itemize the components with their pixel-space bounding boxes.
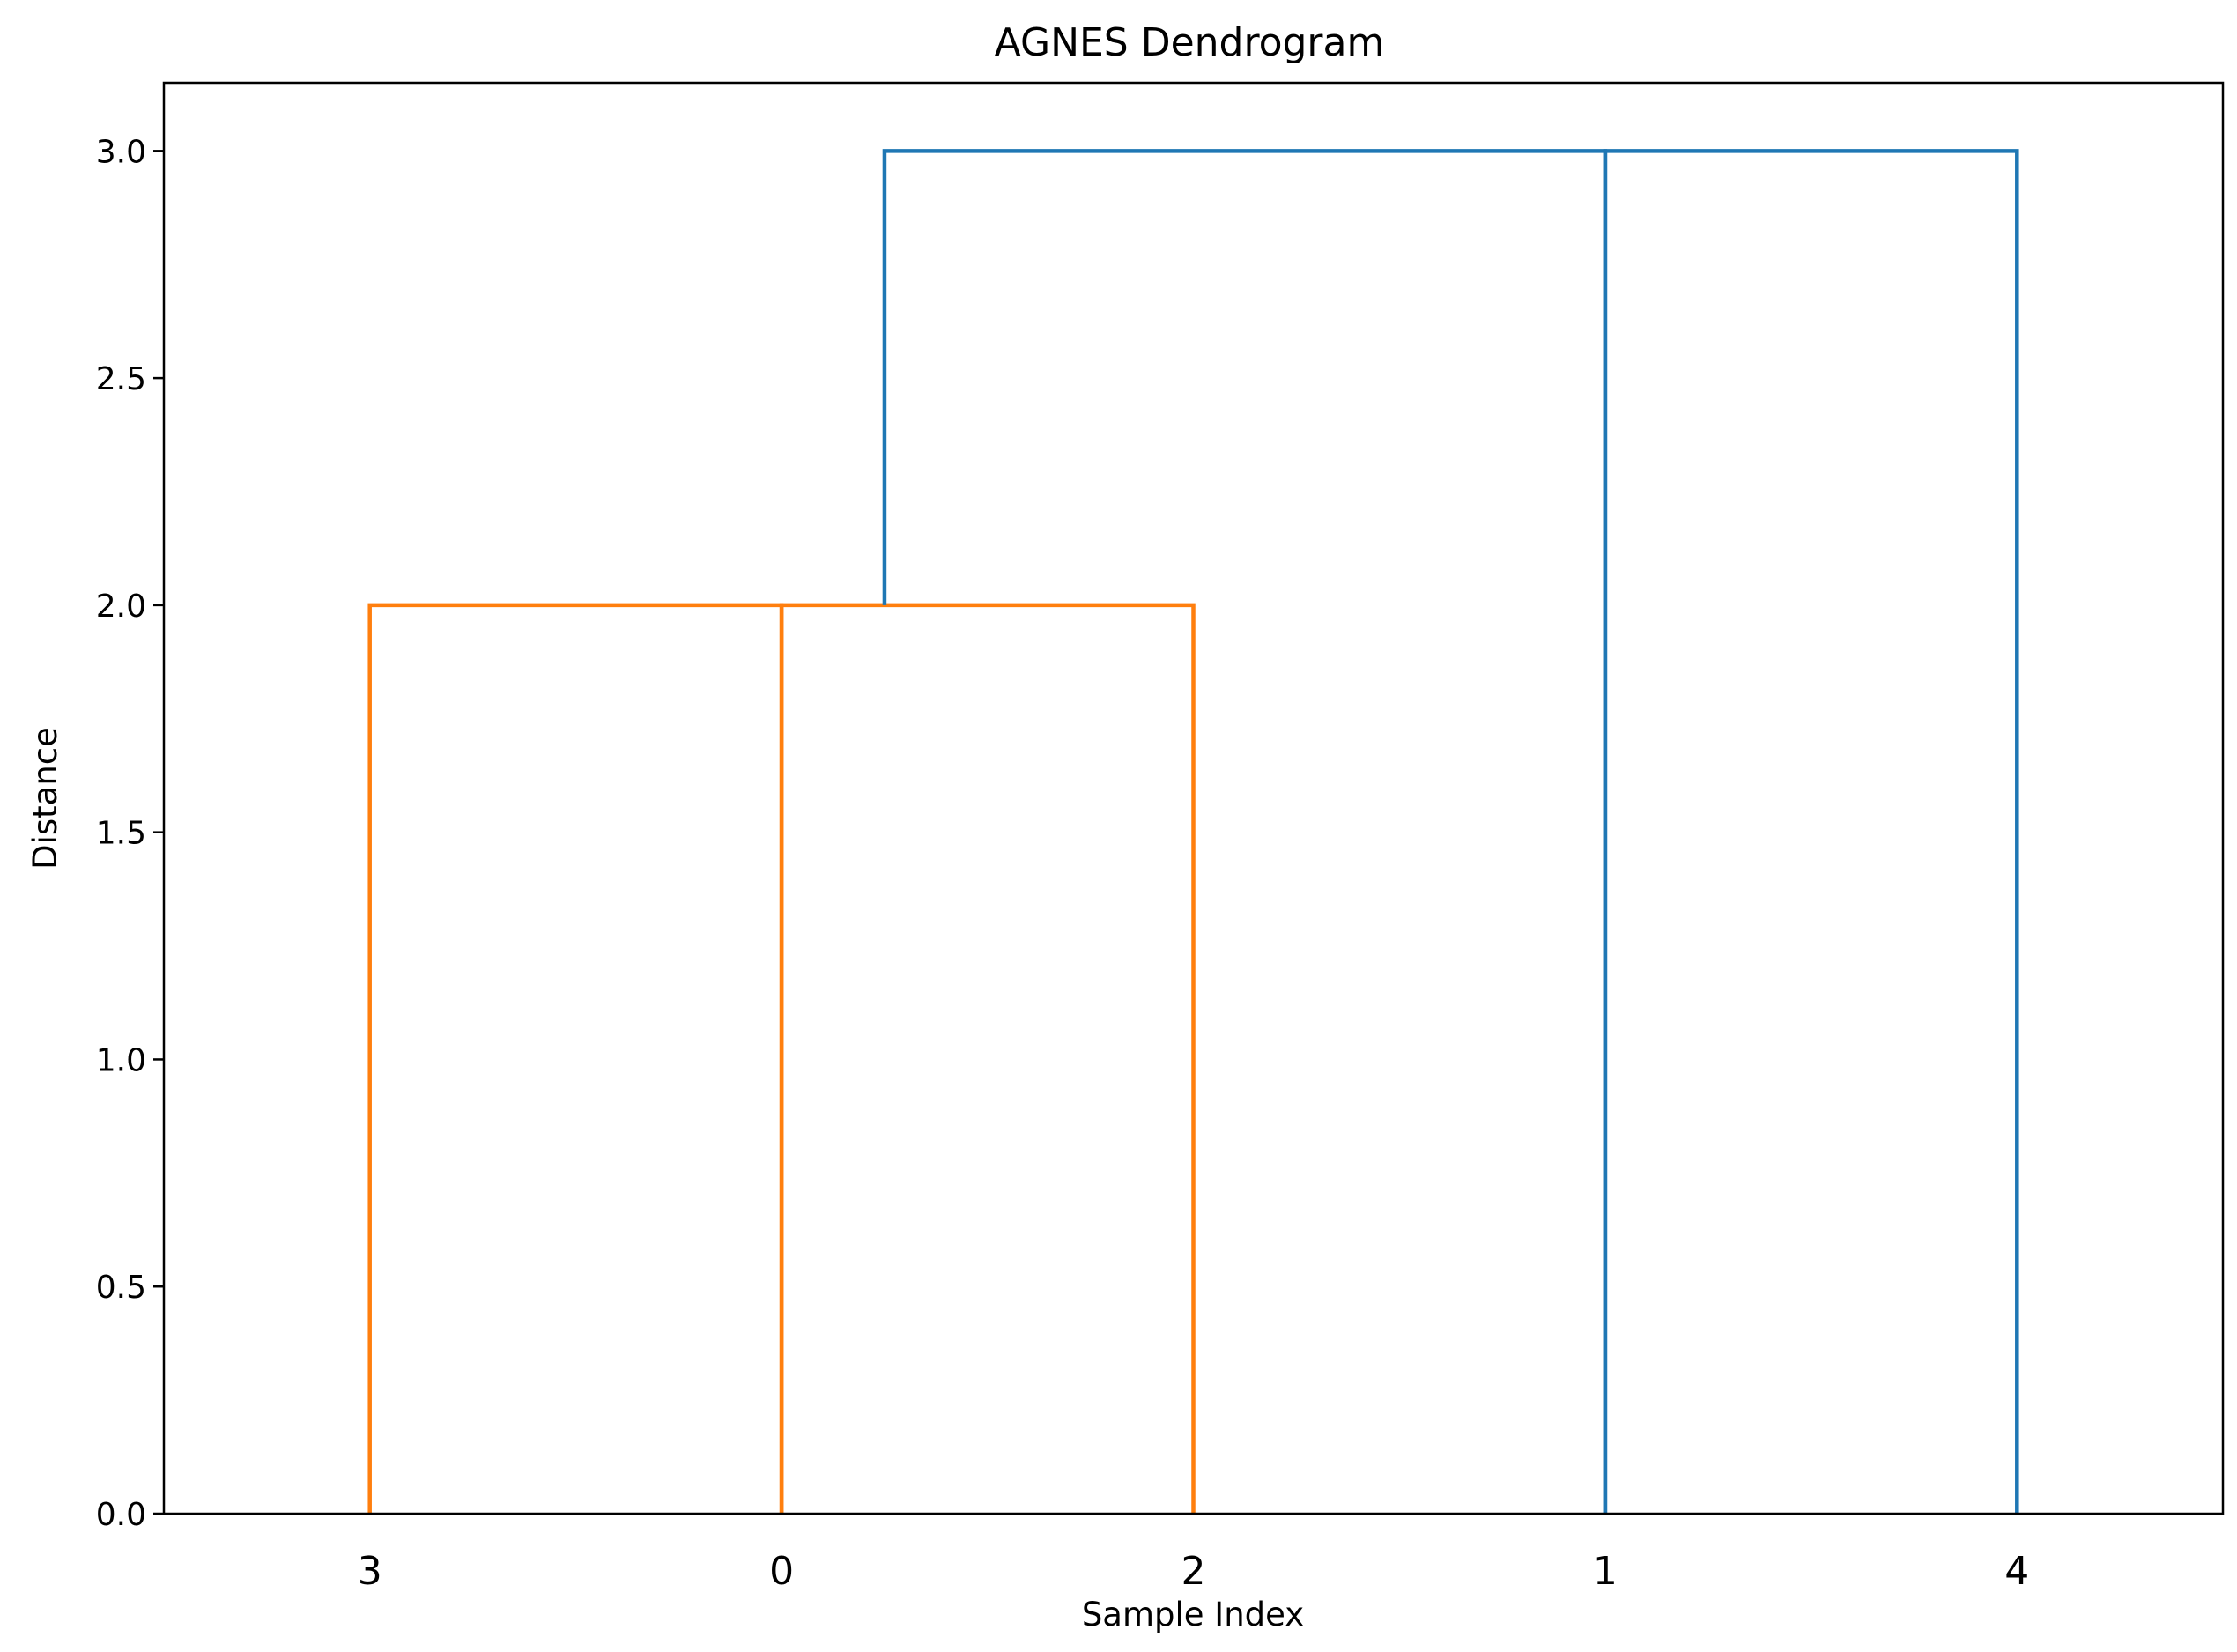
x-axis-label: Sample Index	[1082, 1596, 1304, 1633]
x-tick-label: 1	[1593, 1549, 1618, 1594]
y-tick-label: 2.0	[96, 589, 146, 625]
y-tick-label: 1.0	[96, 1042, 146, 1078]
dendrogram-links	[367, 149, 2019, 1514]
y-tick-label: 0.0	[96, 1497, 146, 1533]
y-axis: 0.0 0.5 1.0 1.5 2.0 2.5 3.0	[96, 134, 164, 1533]
x-tick-label: 3	[358, 1549, 382, 1594]
y-tick-label: 1.5	[96, 816, 146, 852]
dendrogram-link-2	[882, 149, 1608, 1514]
dendrogram-link-0	[367, 603, 784, 1514]
x-tick-label: 4	[2004, 1549, 2029, 1594]
y-axis-label: Distance	[26, 727, 64, 870]
x-tick-label: 2	[1181, 1549, 1206, 1594]
y-tick-label: 3.0	[96, 134, 146, 170]
dendrogram-link-1	[779, 603, 1196, 1514]
dendrogram-link-3	[1603, 149, 2019, 1514]
y-tick-label: 0.5	[96, 1270, 146, 1306]
x-axis: 3 0 2 1 4	[358, 1549, 2030, 1594]
x-tick-label: 0	[769, 1549, 794, 1594]
y-tick-label: 2.5	[96, 361, 146, 397]
plot-area-frame	[162, 81, 2225, 1515]
chart-title: AGNES Dendrogram	[995, 20, 1385, 65]
